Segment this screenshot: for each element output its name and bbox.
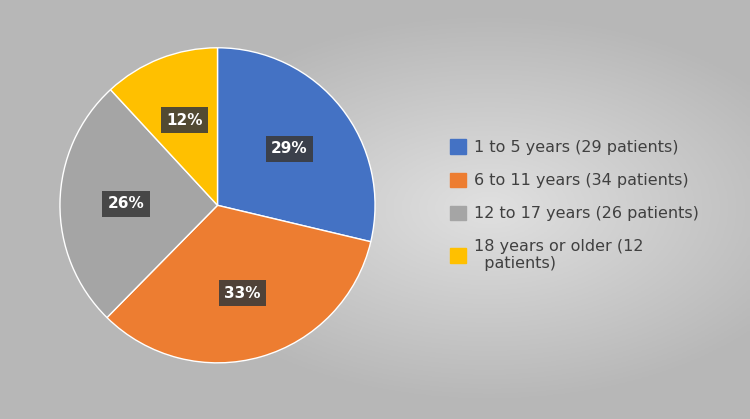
- Text: 12%: 12%: [166, 113, 202, 128]
- Text: 33%: 33%: [224, 286, 261, 300]
- Text: 26%: 26%: [108, 197, 145, 212]
- Legend: 1 to 5 years (29 patients), 6 to 11 years (34 patients), 12 to 17 years (26 pati: 1 to 5 years (29 patients), 6 to 11 year…: [442, 131, 707, 279]
- Text: 29%: 29%: [271, 141, 308, 156]
- Wedge shape: [217, 48, 375, 242]
- Wedge shape: [107, 205, 370, 363]
- Wedge shape: [60, 90, 217, 318]
- Wedge shape: [110, 48, 218, 205]
